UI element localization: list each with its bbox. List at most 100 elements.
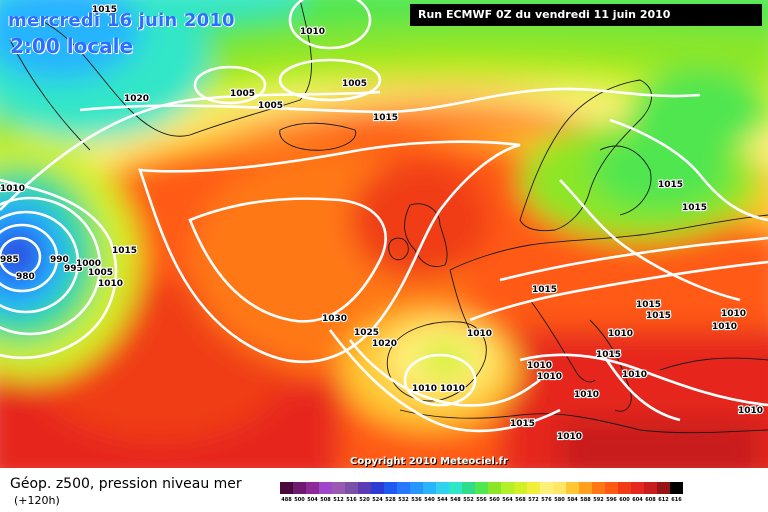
scale-swatch bbox=[501, 482, 514, 494]
scale-label: 512 bbox=[333, 497, 344, 503]
scale-label: 600 bbox=[619, 497, 630, 503]
legend-title: Géop. z500, pression niveau mer bbox=[10, 476, 242, 492]
isobar-label: 1010 bbox=[622, 370, 647, 380]
scale-label: 580 bbox=[554, 497, 565, 503]
isobar-label: 1005 bbox=[230, 89, 255, 99]
scale-label: 532 bbox=[398, 497, 409, 503]
scale-swatch bbox=[657, 482, 670, 494]
color-scale bbox=[280, 482, 683, 494]
isobar-label: 1010 bbox=[574, 390, 599, 400]
scale-label: 572 bbox=[528, 497, 539, 503]
isobar-label: 1010 bbox=[300, 27, 325, 37]
isobar-label: 1015 bbox=[596, 350, 621, 360]
scale-label: 568 bbox=[515, 497, 526, 503]
scale-label: 524 bbox=[372, 497, 383, 503]
run-info-text: Run ECMWF 0Z du vendredi 11 juin 2010 bbox=[418, 8, 671, 21]
isobar-label: 1015 bbox=[510, 419, 535, 429]
scale-swatch bbox=[384, 482, 397, 494]
scale-label: 528 bbox=[385, 497, 396, 503]
isobar-label: 1015 bbox=[373, 113, 398, 123]
scale-label: 544 bbox=[437, 497, 448, 503]
scale-label: 608 bbox=[645, 497, 656, 503]
isobar-label: 1015 bbox=[112, 246, 137, 256]
isobar-label: 1005 bbox=[88, 268, 113, 278]
isobar-label: 1010 bbox=[440, 384, 465, 394]
scale-swatch bbox=[462, 482, 475, 494]
scale-swatch bbox=[592, 482, 605, 494]
scale-swatch bbox=[631, 482, 644, 494]
isobar-label: 990 bbox=[50, 255, 69, 265]
scale-swatch bbox=[670, 482, 683, 494]
scale-swatch bbox=[280, 482, 293, 494]
isobar-label: 1010 bbox=[537, 372, 562, 382]
isobar-label: 1010 bbox=[0, 184, 25, 194]
isobar-label: 1010 bbox=[98, 279, 123, 289]
isobar-label: 1010 bbox=[527, 361, 552, 371]
scale-swatch bbox=[319, 482, 332, 494]
isobars bbox=[0, 0, 768, 431]
run-info-box: Run ECMWF 0Z du vendredi 11 juin 2010 bbox=[410, 4, 762, 26]
scale-swatch bbox=[566, 482, 579, 494]
isobar-label: 1015 bbox=[658, 180, 683, 190]
legend-subtitle: (+120h) bbox=[14, 494, 60, 507]
scale-label: 616 bbox=[671, 497, 682, 503]
isobar-label: 985 bbox=[0, 255, 19, 265]
scale-swatch bbox=[605, 482, 618, 494]
isobar-label: 1010 bbox=[738, 406, 763, 416]
scale-label: 576 bbox=[541, 497, 552, 503]
scale-swatch bbox=[449, 482, 462, 494]
scale-swatch bbox=[540, 482, 553, 494]
scale-label: 516 bbox=[346, 497, 357, 503]
isobar-label: 1015 bbox=[532, 285, 557, 295]
isobar-label: 1030 bbox=[322, 314, 347, 324]
isobar-label: 1000 bbox=[76, 259, 101, 269]
isobar-label: 1005 bbox=[258, 101, 283, 111]
isobar-label: 1015 bbox=[646, 311, 671, 321]
scale-swatch bbox=[436, 482, 449, 494]
scale-label: 536 bbox=[411, 497, 422, 503]
isobar-label: 1015 bbox=[682, 203, 707, 213]
scale-label: 540 bbox=[424, 497, 435, 503]
isobar-label: 1010 bbox=[608, 329, 633, 339]
isobar-label: 1010 bbox=[712, 322, 737, 332]
scale-swatch bbox=[553, 482, 566, 494]
isobar-label: 1025 bbox=[354, 328, 379, 338]
scale-label: 612 bbox=[658, 497, 669, 503]
scale-label: 504 bbox=[307, 497, 318, 503]
scale-swatch bbox=[475, 482, 488, 494]
scale-swatch bbox=[371, 482, 384, 494]
isobar-label: 1015 bbox=[92, 5, 117, 15]
scale-label: 560 bbox=[489, 497, 500, 503]
scale-swatch bbox=[527, 482, 540, 494]
forecast-time: 2:00 locale bbox=[10, 34, 134, 58]
scale-swatch bbox=[488, 482, 501, 494]
isobar-label: 1010 bbox=[557, 432, 582, 442]
scale-label: 588 bbox=[580, 497, 591, 503]
scale-label: 508 bbox=[320, 497, 331, 503]
isobar-label: 995 bbox=[64, 264, 83, 274]
scale-label: 488 bbox=[281, 497, 292, 503]
scale-swatch bbox=[579, 482, 592, 494]
scale-swatch bbox=[345, 482, 358, 494]
isobar-label: 1005 bbox=[342, 79, 367, 89]
scale-swatch bbox=[618, 482, 631, 494]
geopotential-map: 1015 1010 1005 1005 1005 1020 1015 1010 … bbox=[0, 0, 768, 468]
scale-swatch bbox=[410, 482, 423, 494]
scale-swatch bbox=[423, 482, 436, 494]
scale-swatch bbox=[293, 482, 306, 494]
scale-label: 596 bbox=[606, 497, 617, 503]
scale-label: 592 bbox=[593, 497, 604, 503]
scale-swatch bbox=[332, 482, 345, 494]
scale-swatch bbox=[514, 482, 527, 494]
z500-color-field bbox=[0, 0, 768, 468]
isobar-label: 1015 bbox=[636, 300, 661, 310]
scale-label: 552 bbox=[463, 497, 474, 503]
isobar-label: 1010 bbox=[467, 329, 492, 339]
scale-label: 548 bbox=[450, 497, 461, 503]
isobar-label: 980 bbox=[16, 272, 35, 282]
scale-swatch bbox=[397, 482, 410, 494]
scale-swatch bbox=[644, 482, 657, 494]
scale-label: 500 bbox=[294, 497, 305, 503]
isobar-label: 1010 bbox=[721, 309, 746, 319]
